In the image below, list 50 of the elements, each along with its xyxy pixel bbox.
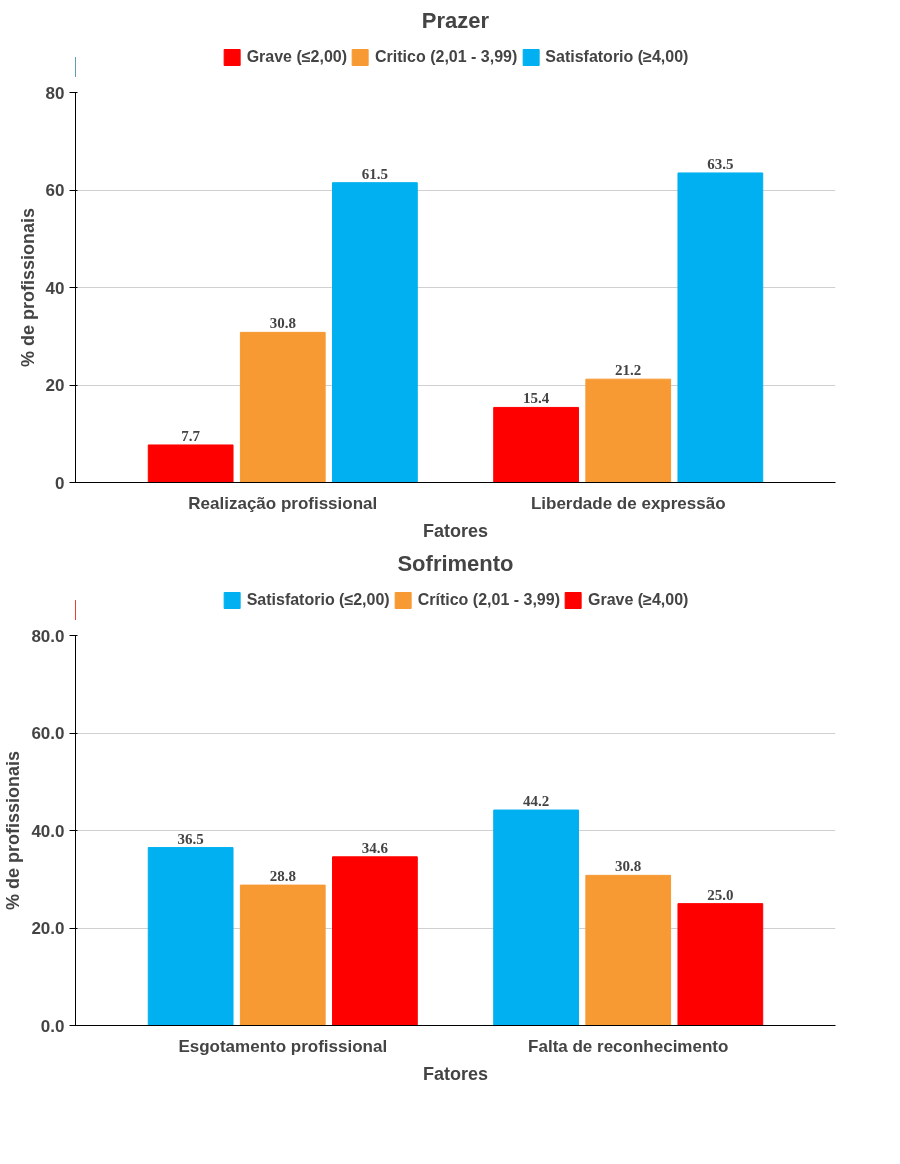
y-axis-title: % de profissionais (17, 207, 38, 368)
x-tick-label: Falta de reconhecimento (528, 1036, 729, 1056)
data-label: 7.7 (181, 427, 201, 444)
x-tick-label: Liberdade de expressão (530, 493, 726, 513)
y-tick-label: 40.0 (31, 821, 65, 841)
legend-label: Critico (2,01 - 3,99) (375, 48, 518, 66)
data-label: 28.8 (269, 868, 296, 885)
data-label: 34.6 (361, 839, 389, 856)
bar (147, 444, 234, 483)
legend-label: Crítico (2,01 - 3,99) (417, 591, 560, 609)
y-tick-label: 60.0 (31, 724, 65, 743)
x-tick-label: Realização profissional (188, 493, 378, 513)
data-label: 30.8 (269, 315, 296, 332)
bar (677, 903, 764, 1026)
legend-label: Satisfatorio (≤2,00) (246, 591, 390, 609)
y-tick-label: 40 (45, 278, 65, 298)
y-tick-label: 20 (45, 376, 65, 395)
bar (585, 378, 672, 483)
y-tick-label: 0.0 (40, 1016, 65, 1036)
y-tick-label: 80.0 (31, 626, 65, 646)
legend-label: Grave (≥4,00) (587, 591, 689, 609)
bar (493, 406, 579, 483)
bar (239, 884, 326, 1026)
legend-label: Grave (≤2,00) (246, 48, 348, 66)
data-label: 21.2 (615, 362, 642, 379)
data-label: 36.5 (177, 830, 204, 847)
data-label: 30.8 (615, 858, 642, 875)
data-label: 15.4 (522, 390, 550, 407)
y-tick-label: 60 (45, 181, 65, 200)
data-label: 61.5 (361, 165, 389, 182)
bar (147, 847, 234, 1026)
bar (332, 182, 418, 483)
x-axis-title: Fatores (422, 1063, 489, 1084)
x-axis-title: Fatores (422, 520, 489, 541)
y-tick-label: 0 (55, 473, 65, 493)
bar (239, 331, 326, 483)
data-label: 44.2 (522, 793, 550, 810)
chart-title: Prazer (421, 7, 490, 33)
chart-title: Sofrimento (397, 550, 514, 576)
data-label: 63.5 (707, 155, 734, 172)
legend-label: Satisfatorio (≥4,00) (545, 48, 689, 66)
bar (332, 856, 418, 1026)
bar (677, 172, 764, 483)
y-tick-label: 80 (45, 83, 65, 103)
bar (493, 809, 579, 1026)
y-tick-label: 20.0 (31, 919, 65, 938)
data-label: 25.0 (707, 886, 734, 903)
x-tick-label: Esgotamento profissional (178, 1036, 388, 1056)
bar (585, 874, 672, 1026)
y-axis-title: % de profissionais (3, 750, 24, 911)
